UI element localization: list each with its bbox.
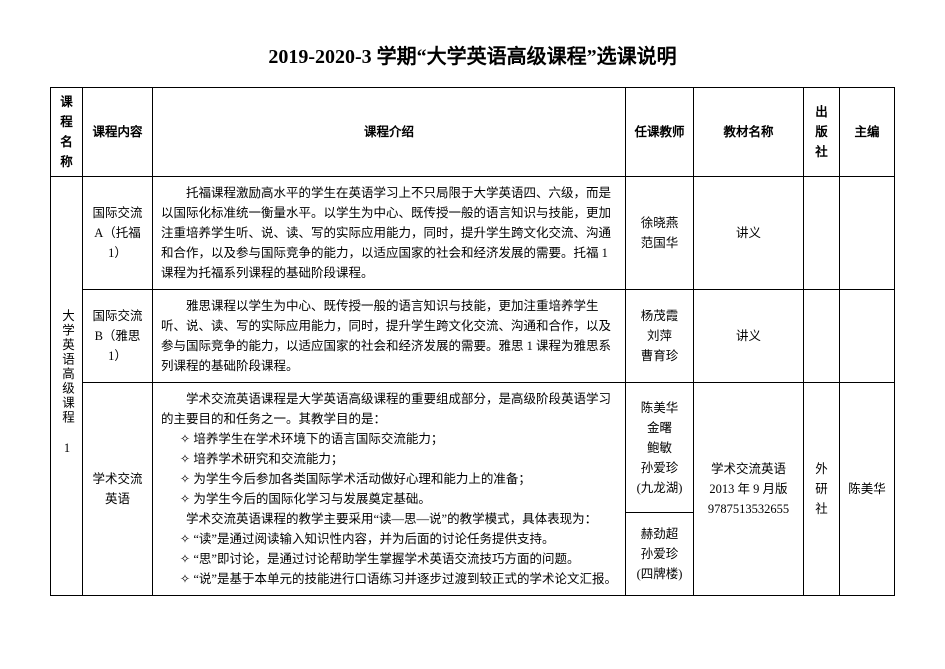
table-row: 国际交流 B（雅思 1） 雅思课程以学生为中心、既传授一般的语言知识与技能，更加… xyxy=(51,290,895,383)
cell-teacher: 杨茂霞 刘萍 曹育珍 xyxy=(626,290,694,383)
cell-teacher: 陈美华 金曙 鲍敏 孙爱珍 (九龙湖) xyxy=(626,383,694,513)
cell-content: 国际交流 A（托福 1） xyxy=(83,177,153,290)
cell-book: 讲义 xyxy=(694,290,804,383)
cell-press xyxy=(804,290,840,383)
page-title: 2019-2020-3 学期“大学英语高级课程”选课说明 xyxy=(50,40,895,69)
desc-bullet: ✧ “思”即讨论，是通过讨论帮助学生掌握学术英语交流技巧方面的问题。 xyxy=(161,549,617,569)
desc-bullet: ✧ 为学生今后的国际化学习与发展奠定基础。 xyxy=(161,489,617,509)
cell-editor: 陈美华 xyxy=(840,383,895,596)
cell-desc: 雅思课程以学生为中心、既传授一般的语言知识与技能，更加注重培养学生听、说、读、写… xyxy=(153,290,626,383)
cell-book: 学术交流英语 2013 年 9 月版 9787513532655 xyxy=(694,383,804,596)
cell-editor xyxy=(840,290,895,383)
desc-para: 学术交流英语课程是大学英语高级课程的重要组成部分，是高级阶段英语学习的主要目的和… xyxy=(161,389,617,429)
table-header-row: 课程名称 课程内容 课程介绍 任课教师 教材名称 出版社 主编 xyxy=(51,88,895,177)
cell-press xyxy=(804,177,840,290)
cell-content: 学术交流英语 xyxy=(83,383,153,596)
cell-desc: 学术交流英语课程是大学英语高级课程的重要组成部分，是高级阶段英语学习的主要目的和… xyxy=(153,383,626,596)
cell-editor xyxy=(840,177,895,290)
desc-bullet: ✧ “说”是基于本单元的技能进行口语练习并逐步过渡到较正式的学术论文汇报。 xyxy=(161,569,617,589)
category-label: 大学英语高级课程 1 xyxy=(57,309,77,457)
cell-teacher: 徐晓燕 范国华 xyxy=(626,177,694,290)
cell-category: 大学英语高级课程 1 xyxy=(51,177,83,596)
cell-teacher: 赫劲超 孙爱珍 (四牌楼) xyxy=(626,513,694,596)
cell-content: 国际交流 B（雅思 1） xyxy=(83,290,153,383)
cell-desc: 托福课程激励高水平的学生在英语学习上不只局限于大学英语四、六级，而是以国际化标准… xyxy=(153,177,626,290)
table-row: 学术交流英语 学术交流英语课程是大学英语高级课程的重要组成部分，是高级阶段英语学… xyxy=(51,383,895,513)
desc-bullet: ✧ “读”是通过阅读输入知识性内容，并为后面的讨论任务提供支持。 xyxy=(161,529,617,549)
cell-press: 外研社 xyxy=(804,383,840,596)
desc-bullet: ✧ 培养学术研究和交流能力； xyxy=(161,449,617,469)
col-course-name: 课程名称 xyxy=(51,88,83,177)
col-course-content: 课程内容 xyxy=(83,88,153,177)
table-row: 大学英语高级课程 1 国际交流 A（托福 1） 托福课程激励高水平的学生在英语学… xyxy=(51,177,895,290)
col-course-desc: 课程介绍 xyxy=(153,88,626,177)
col-teacher: 任课教师 xyxy=(626,88,694,177)
cell-book: 讲义 xyxy=(694,177,804,290)
course-table: 课程名称 课程内容 课程介绍 任课教师 教材名称 出版社 主编 大学英语高级课程… xyxy=(50,87,895,596)
col-book: 教材名称 xyxy=(694,88,804,177)
desc-bullet: ✧ 为学生今后参加各类国际学术活动做好心理和能力上的准备； xyxy=(161,469,617,489)
desc-bullet: ✧ 培养学生在学术环境下的语言国际交流能力； xyxy=(161,429,617,449)
desc-para: 学术交流英语课程的教学主要采用“读—思—说”的教学模式，具体表现为： xyxy=(161,509,617,529)
col-press: 出版社 xyxy=(804,88,840,177)
col-editor: 主编 xyxy=(840,88,895,177)
